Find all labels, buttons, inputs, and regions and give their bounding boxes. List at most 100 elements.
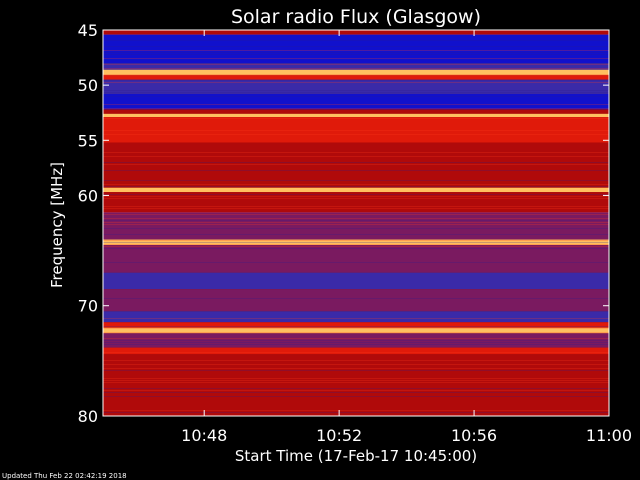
texture-streak — [103, 338, 609, 339]
x-tick-label: 10:56 — [451, 426, 497, 445]
y-tick-label: 45 — [78, 21, 98, 40]
spectrum-band-17 — [103, 272, 609, 290]
texture-streak — [103, 40, 609, 41]
spectrum-band-13 — [103, 192, 609, 212]
texture-streak — [103, 196, 609, 197]
texture-streak — [103, 248, 609, 249]
texture-streak — [103, 164, 609, 165]
texture-streak — [103, 326, 609, 327]
texture-streak — [103, 50, 609, 51]
texture-streak — [103, 318, 609, 319]
spectrum-band-24 — [103, 354, 609, 416]
texture-streak — [103, 410, 609, 411]
y-axis-label: Frequency [MHz] — [48, 162, 66, 288]
texture-streak — [103, 342, 609, 343]
texture-streak — [103, 96, 609, 97]
texture-streak — [103, 262, 609, 263]
spectrum-band-21 — [103, 327, 609, 334]
spectrum-band-7 — [103, 109, 609, 114]
spectrum-band-18 — [103, 289, 609, 312]
texture-streak — [103, 104, 609, 105]
chart-title: Solar radio Flux (Glasgow) — [231, 6, 481, 28]
texture-streak — [103, 212, 609, 213]
y-tick-label: 55 — [78, 131, 98, 150]
texture-streak — [103, 228, 609, 229]
texture-streak — [103, 108, 609, 109]
texture-streak — [103, 218, 609, 219]
x-axis-label: Start Time (17-Feb-17 10:45:00) — [235, 447, 477, 465]
spectrum-band-4 — [103, 75, 609, 80]
spectrum-band-10 — [103, 142, 609, 163]
y-axis: 45 50 55 60 70 80 — [78, 21, 609, 426]
texture-streak — [103, 34, 609, 35]
spectrum-band-6 — [103, 93, 609, 110]
plot-frame — [102, 29, 610, 417]
texture-streak — [103, 370, 609, 371]
texture-streak — [103, 90, 609, 91]
spectrum-band-5 — [103, 79, 609, 94]
texture-streak — [103, 208, 609, 209]
spectrum-band-2 — [103, 63, 609, 70]
x-tick-label: 10:48 — [181, 426, 227, 445]
update-timestamp: Updated Thu Feb 22 02:42:19 2018 — [2, 472, 127, 480]
y-tick-label: 60 — [78, 186, 98, 205]
spectrum-band-8 — [103, 113, 609, 118]
texture-streak — [103, 118, 609, 119]
spectrum-band-1 — [103, 34, 609, 64]
x-axis: 10:48 10:52 10:56 11:00 — [181, 30, 632, 445]
texture-streak — [103, 198, 609, 199]
texture-streak — [103, 340, 609, 341]
texture-streak — [103, 224, 609, 225]
x-tick-label: 11:00 — [586, 426, 632, 445]
texture-streak — [103, 52, 609, 53]
texture-streak — [103, 82, 609, 83]
texture-streak — [103, 80, 609, 81]
spectrum-band-19 — [103, 311, 609, 323]
y-tick-label: 70 — [78, 297, 98, 316]
texture-streak — [103, 170, 609, 171]
texture-streak — [103, 380, 609, 381]
texture-streak — [103, 92, 609, 93]
spectrum-band-3 — [103, 69, 609, 76]
texture-streak — [103, 360, 609, 361]
x-tick-label: 10:52 — [316, 426, 362, 445]
spectrum-band-22 — [103, 333, 609, 348]
texture-streak — [103, 58, 609, 59]
texture-streak — [103, 186, 609, 187]
texture-streak — [103, 134, 609, 135]
texture-streak — [103, 246, 609, 247]
y-tick-label: 80 — [78, 407, 98, 426]
texture-streak — [103, 368, 609, 369]
texture-streak — [103, 396, 609, 397]
texture-streak — [103, 184, 609, 185]
spectrum-band-23 — [103, 347, 609, 355]
texture-streak — [103, 412, 609, 413]
texture-streak — [103, 156, 609, 157]
texture-streak — [103, 242, 609, 243]
texture-streak — [103, 46, 609, 47]
texture-streak — [103, 222, 609, 223]
spectrum-band-15 — [103, 239, 609, 246]
texture-streak — [103, 234, 609, 235]
spectrum-band-16 — [103, 245, 609, 273]
texture-streak — [103, 180, 609, 181]
texture-streak — [103, 382, 609, 383]
texture-streak — [103, 206, 609, 207]
texture-streak — [103, 130, 609, 131]
texture-streak — [103, 332, 609, 333]
texture-streak — [103, 220, 609, 221]
spectrum-band-0 — [103, 30, 609, 35]
spectrum-band-14 — [103, 211, 609, 240]
texture-streak — [103, 392, 609, 393]
texture-streak — [103, 378, 609, 379]
texture-streak — [103, 194, 609, 195]
texture-streak — [103, 162, 609, 163]
spectrum-band-20 — [103, 322, 609, 328]
texture-streak — [103, 64, 609, 65]
y-tick-label: 50 — [78, 76, 98, 95]
texture-streak — [103, 390, 609, 391]
texture-streak — [103, 68, 609, 69]
spectrum-band-11 — [103, 162, 609, 188]
texture-streak — [103, 214, 609, 215]
